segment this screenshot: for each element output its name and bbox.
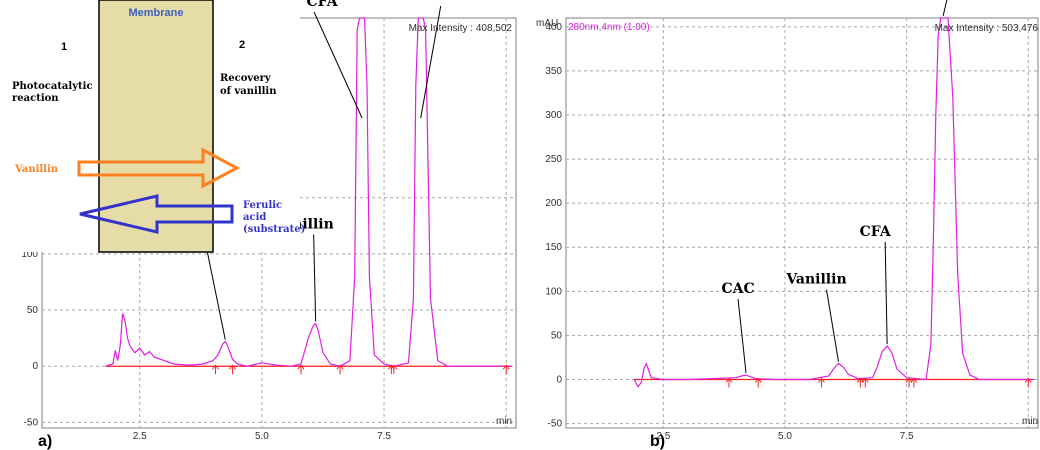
peak-leader-line [313,234,317,322]
x-tick-label: 2.5 [133,431,147,442]
x-tick-label: 5.0 [255,431,269,442]
chromatogram-panel-b: CACVanillinCFATFA 2.55.07.54003503002502… [532,0,1040,450]
chromatogram-panel-a: CACVanillinCFATFA 2.55.07.5150100500-50 … [0,0,517,450]
x-tick-label: 7.5 [900,431,914,442]
y-unit-b: mAU [536,18,558,29]
y-tick-label: 350 [545,66,562,77]
integration-marker [725,377,733,388]
integration-marker [212,364,219,375]
integration-marker [502,364,510,375]
peak-label: CFA [860,224,892,240]
integration-marker [336,364,344,375]
vanillin-label: Vanillin [14,164,59,175]
grid-b [566,18,1038,428]
membrane-band [98,0,214,253]
peak-leader-line [737,299,747,374]
peak-label: CFA [307,0,339,10]
y-tick-label: 0 [556,375,562,386]
membrane-diagram-inset: Membrane 1 2 Photocatalytic reaction Rec… [0,0,305,253]
x-tick-label: 5.0 [778,431,792,442]
max-intensity-b: Max Intensity : 503,476 [935,23,1039,34]
series-b [633,17,1034,388]
integration-marker [856,377,864,388]
y-tick-label: 250 [545,154,562,165]
y-tick-label: 0 [32,361,38,372]
compartment-2-label-line2: of vanillin [220,86,277,97]
peak-leader-line [884,241,888,345]
y-tick-label: 200 [545,198,562,209]
integration-marker [297,364,305,375]
integration-marker [754,377,762,388]
integration-marker [390,364,398,375]
peak-leader-line [313,11,363,119]
y-tick-label: 300 [545,110,562,121]
x-tick-label: 7.5 [377,431,391,442]
y-tick-label: 150 [545,242,562,253]
compartment-1-label-line2: reaction [12,93,59,104]
y-tick-label: 100 [545,286,562,297]
ferulic-label-line2: acid [243,212,266,223]
x-unit-a: min [496,416,512,427]
peak-label: Vanillin [785,272,846,288]
peak-leader-line [942,0,948,17]
peak-label: TFA [434,0,466,4]
membrane-label: Membrane [128,7,183,19]
chromatogram-a-svg: CACVanillinCFATFA 2.55.07.5150100500-50 … [0,0,517,450]
y-tick-label: 50 [551,330,563,341]
y-tick-label: -50 [24,417,39,428]
y-tick-label: -50 [548,419,563,430]
peak-label: CAC [721,281,754,297]
compartment-1-label-line1: Photocatalytic [12,81,93,92]
series-a [105,17,512,375]
integration-marker [861,377,869,388]
max-intensity-a: Max Intensity : 408,502 [409,23,513,34]
integration-marker [905,377,913,388]
chromatogram-trace [105,17,512,367]
compartment-2-number: 2 [239,39,245,51]
peak-labels-b: CACVanillinCFATFA [721,0,948,374]
chromatogram-trace [633,17,1034,388]
y-tick-label: 100 [21,249,38,260]
x-tick-label: 2.5 [656,431,670,442]
integration-marker [818,377,825,388]
plot-frame-b [565,17,1039,429]
y-tick-label: 400 [545,22,562,33]
ferulic-label-line1: Ferulic [243,200,282,211]
peak-leader-line [420,5,442,119]
ticks-b: 2.5 5.0 7.5 400 350 300 250 200 150 100 50 0 -50 [545,22,914,442]
channel-label-b: 280nm,4nm (1.00) [568,22,650,33]
compartment-1-number: 1 [61,41,67,53]
panel-label-a: a) [38,433,52,450]
peak-leader-line [826,289,839,362]
integration-marker [910,377,918,388]
vanillin-arrow-icon [77,147,241,189]
ferulic-label-line3: (substrate) [243,224,305,235]
ferulic-arrow-icon [79,194,234,234]
integration-marker [1024,377,1032,388]
integration-marker [229,364,236,375]
x-unit-b: min [1022,416,1038,427]
y-tick-label: 50 [27,305,39,316]
panel-label-b: b) [650,433,665,450]
peak-leader-line [206,251,226,340]
chromatogram-b-svg: CACVanillinCFATFA 2.55.07.54003503002502… [536,0,1039,450]
compartment-2-label-line1: Recovery [220,73,272,84]
